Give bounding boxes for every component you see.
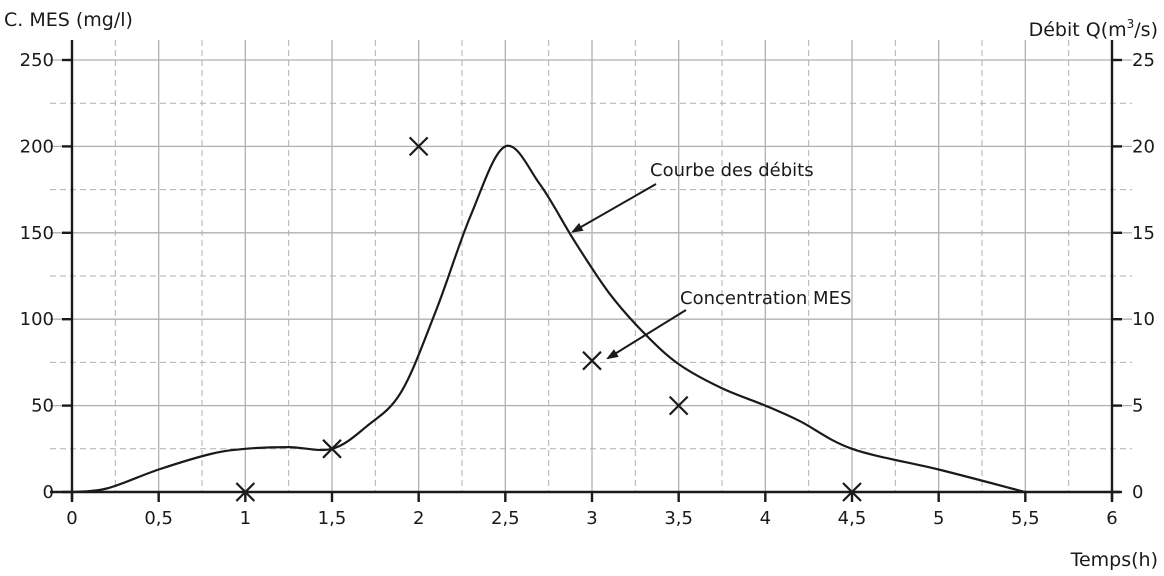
x-axis-title: Temps(h) — [1070, 549, 1158, 571]
y-left-tick-label: 250 — [20, 50, 54, 71]
x-tick-label: 1,5 — [318, 508, 347, 529]
right-axis-title: Débit Q(m3/s) — [1029, 17, 1158, 41]
y-left-tick-label: 50 — [31, 396, 54, 417]
x-tick-label: 2,5 — [491, 508, 520, 529]
y-right-tick-label: 0 — [1132, 482, 1143, 503]
labels: C. MES (mg/l) Débit Q(m3/s) Temps(h) Cou… — [4, 9, 1158, 571]
mes-point-marker — [235, 482, 256, 502]
x-tick-label: 3 — [586, 508, 597, 529]
x-tick-label: 6 — [1106, 508, 1117, 529]
mes-point-marker — [842, 482, 862, 502]
grid — [50, 40, 1132, 492]
x-tick-label: 5 — [933, 508, 944, 529]
y-right-tick-label: 20 — [1132, 136, 1155, 157]
y-left-tick-label: 100 — [20, 309, 54, 330]
y-left-tick-label: 200 — [20, 136, 54, 157]
flow-curve-line — [71, 144, 1026, 494]
x-tick-label: 4 — [760, 508, 771, 529]
annotation-flow-curve: Courbe des débits — [650, 160, 814, 181]
right-axis-title-prefix: Débit Q(m — [1029, 19, 1127, 41]
annotation-mes-concentration: Concentration MES — [680, 288, 851, 309]
annotation-arrow-flow — [570, 183, 657, 233]
right-axis-title-sup: 3 — [1127, 17, 1135, 31]
axes: 0 0,5 1 1,5 2 2,5 3 3,5 4 4,5 5 5,5 6050100150200250… — [20, 40, 1155, 529]
x-tick-label: 4,5 — [838, 508, 867, 529]
mes-point-marker — [408, 136, 429, 157]
y-right-tick-label: 15 — [1132, 223, 1155, 244]
y-left-tick-label: 0 — [43, 482, 54, 503]
x-tick-label: 3,5 — [664, 508, 693, 529]
x-tick-label: 2 — [413, 508, 424, 529]
series — [71, 136, 1026, 502]
mes-point-marker — [582, 350, 602, 371]
left-axis-title: C. MES (mg/l) — [4, 9, 133, 31]
y-right-tick-label: 10 — [1132, 309, 1155, 330]
right-axis-title-suffix: /s) — [1134, 19, 1158, 41]
x-tick-label: 0 — [66, 508, 77, 529]
y-right-tick-label: 5 — [1132, 396, 1143, 417]
annotation-arrow-mes — [606, 309, 687, 360]
x-tick-label: 0,5 — [144, 508, 173, 529]
x-tick-label: 1 — [240, 508, 251, 529]
y-right-tick-label: 25 — [1132, 50, 1155, 71]
mes-point-marker — [668, 395, 689, 416]
x-tick-label: 5,5 — [1011, 508, 1040, 529]
y-left-tick-label: 150 — [20, 223, 54, 244]
mes-point-marker — [322, 439, 342, 459]
